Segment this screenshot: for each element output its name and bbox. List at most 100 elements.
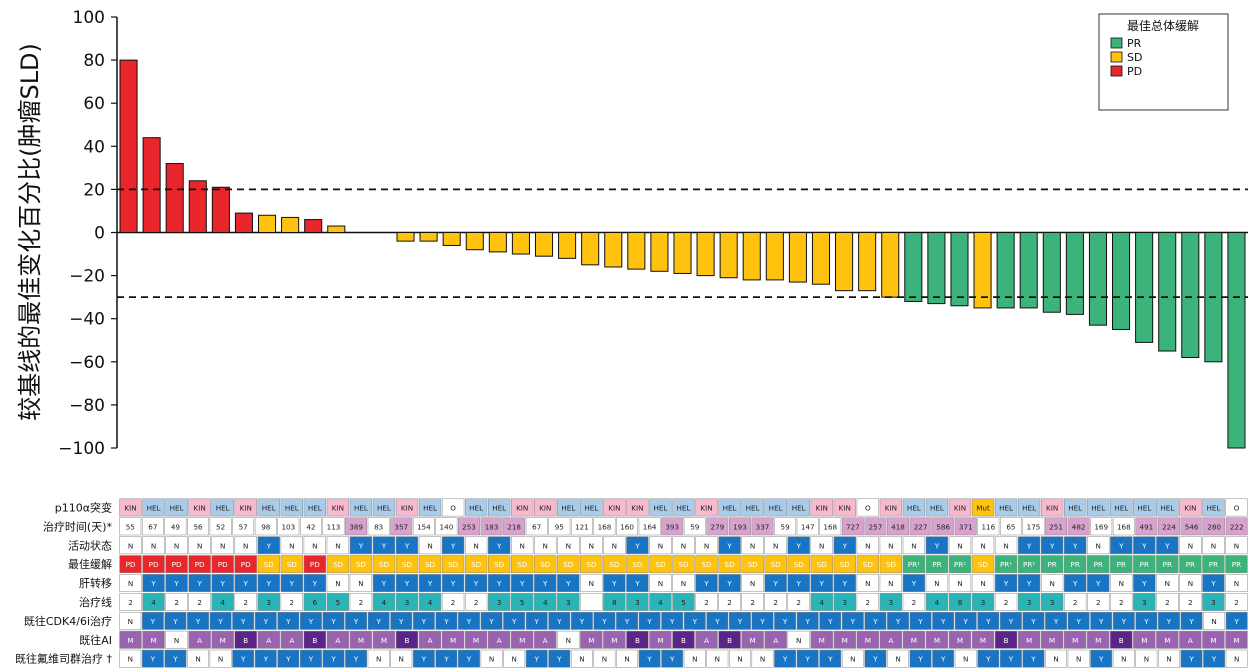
table-cell-text: 5 (520, 598, 525, 607)
table-cell-text: Y (285, 617, 291, 626)
table-cell-text: Y (1026, 579, 1032, 588)
table-cell-text: 727 (846, 522, 860, 531)
y-tick-label: −80 (69, 396, 105, 416)
table-cell (257, 593, 280, 611)
table-cell (395, 498, 419, 517)
table-cell (833, 630, 856, 649)
table-cell (480, 649, 503, 668)
table-cell (1090, 517, 1113, 536)
table-cell (441, 630, 465, 649)
y-tick-label: −20 (69, 267, 105, 287)
table-cell (188, 498, 211, 517)
bar (742, 232, 761, 281)
table-cell-text: M (911, 636, 917, 645)
table-cell-text: Y (842, 541, 848, 550)
table-cell-text: A (497, 636, 502, 645)
table-cell-text: Y (1030, 617, 1036, 626)
bar (858, 232, 877, 292)
table-cell-text: B (681, 636, 686, 645)
table-cell (971, 555, 995, 574)
table-cell-text: 222 (1230, 522, 1244, 531)
table-cell (902, 555, 926, 574)
table-cell (909, 517, 932, 536)
table-cell (626, 630, 649, 649)
table-cell-text: Y (488, 617, 494, 626)
table-cell (1156, 555, 1179, 574)
table-cell (864, 611, 887, 630)
table-cell-text: Y (542, 579, 548, 588)
table-cell-text: N (1188, 541, 1193, 550)
table-cell-text: 3 (1211, 598, 1216, 607)
table-cell (1040, 536, 1064, 555)
table-cell-text: Y (443, 655, 449, 664)
table-cell-text: N (1144, 655, 1149, 664)
table-cell (441, 498, 465, 517)
table-cell (683, 517, 706, 536)
table-cell-text: Y (579, 617, 585, 626)
table-cell (1203, 649, 1226, 668)
table-cell (902, 574, 926, 592)
table-cell-text: 546 (1185, 522, 1199, 531)
table-cell-text: HEL (677, 503, 691, 512)
table-cell-text: Y (150, 579, 156, 588)
table-cell-text: SD (840, 560, 851, 569)
table-cell (303, 574, 327, 592)
table-cell-text: Y (759, 617, 765, 626)
table-cell-text: Y (601, 617, 607, 626)
table-cell (395, 630, 419, 649)
table-cell (1133, 536, 1156, 555)
table-cell (1110, 555, 1133, 574)
table-cell (954, 611, 977, 630)
bar (581, 232, 600, 266)
bar-series (119, 59, 1246, 449)
bar (604, 232, 623, 268)
table-cell-text: Y (534, 655, 540, 664)
table-cell-text: 147 (801, 522, 815, 531)
table-cell-text: Y (496, 579, 502, 588)
bar (1019, 232, 1038, 309)
table-cell (1067, 611, 1090, 630)
table-cell (925, 536, 949, 555)
table-cell-text: N (980, 579, 985, 588)
table-cell (1017, 555, 1041, 574)
table-cell-text: 2 (704, 598, 709, 607)
table-cell (977, 649, 1000, 668)
table-cell-text: PR (1186, 560, 1195, 569)
table-cell (188, 574, 211, 592)
table-cell-text: HEL (1068, 503, 1082, 512)
table-cell (345, 611, 368, 630)
table-cell (925, 498, 949, 517)
table-cell-text: N (1166, 655, 1171, 664)
table-cell (412, 611, 435, 630)
table-cell-text: 4 (819, 598, 824, 607)
table-cell (856, 536, 879, 555)
table-cell-text: PR¹ (954, 560, 966, 569)
table-cell (616, 517, 638, 536)
table-cell-text: 121 (575, 522, 589, 531)
table-cell-text: HEL (1091, 503, 1105, 512)
table-cell (367, 517, 390, 536)
table-cell-text: A (266, 636, 271, 645)
table-cell (909, 649, 932, 668)
table-cell (1225, 574, 1248, 592)
table-cell-text: N (473, 541, 478, 550)
table-cell-text: Y (1095, 579, 1101, 588)
table-cell-text: 83 (374, 522, 383, 531)
table-cell-text: 3 (1050, 598, 1055, 607)
table-cell (1064, 498, 1087, 517)
table-cell-text: M (957, 636, 963, 645)
table-cell-text: PR (1209, 560, 1218, 569)
table-cell-text: A (1188, 636, 1193, 645)
table-cell-text: 2 (174, 598, 179, 607)
table-cell (695, 574, 718, 592)
table-cell (277, 649, 300, 668)
table-cell (593, 649, 616, 668)
table-cell-text: HEL (308, 503, 322, 512)
table-cell-text: Y (1003, 579, 1009, 588)
table-cell-text: M (450, 636, 456, 645)
table-cell (1225, 611, 1248, 630)
table-cell (1158, 517, 1180, 536)
table-cell (603, 536, 626, 555)
table-cell (787, 574, 810, 592)
table-cell-text: 8 (958, 598, 963, 607)
